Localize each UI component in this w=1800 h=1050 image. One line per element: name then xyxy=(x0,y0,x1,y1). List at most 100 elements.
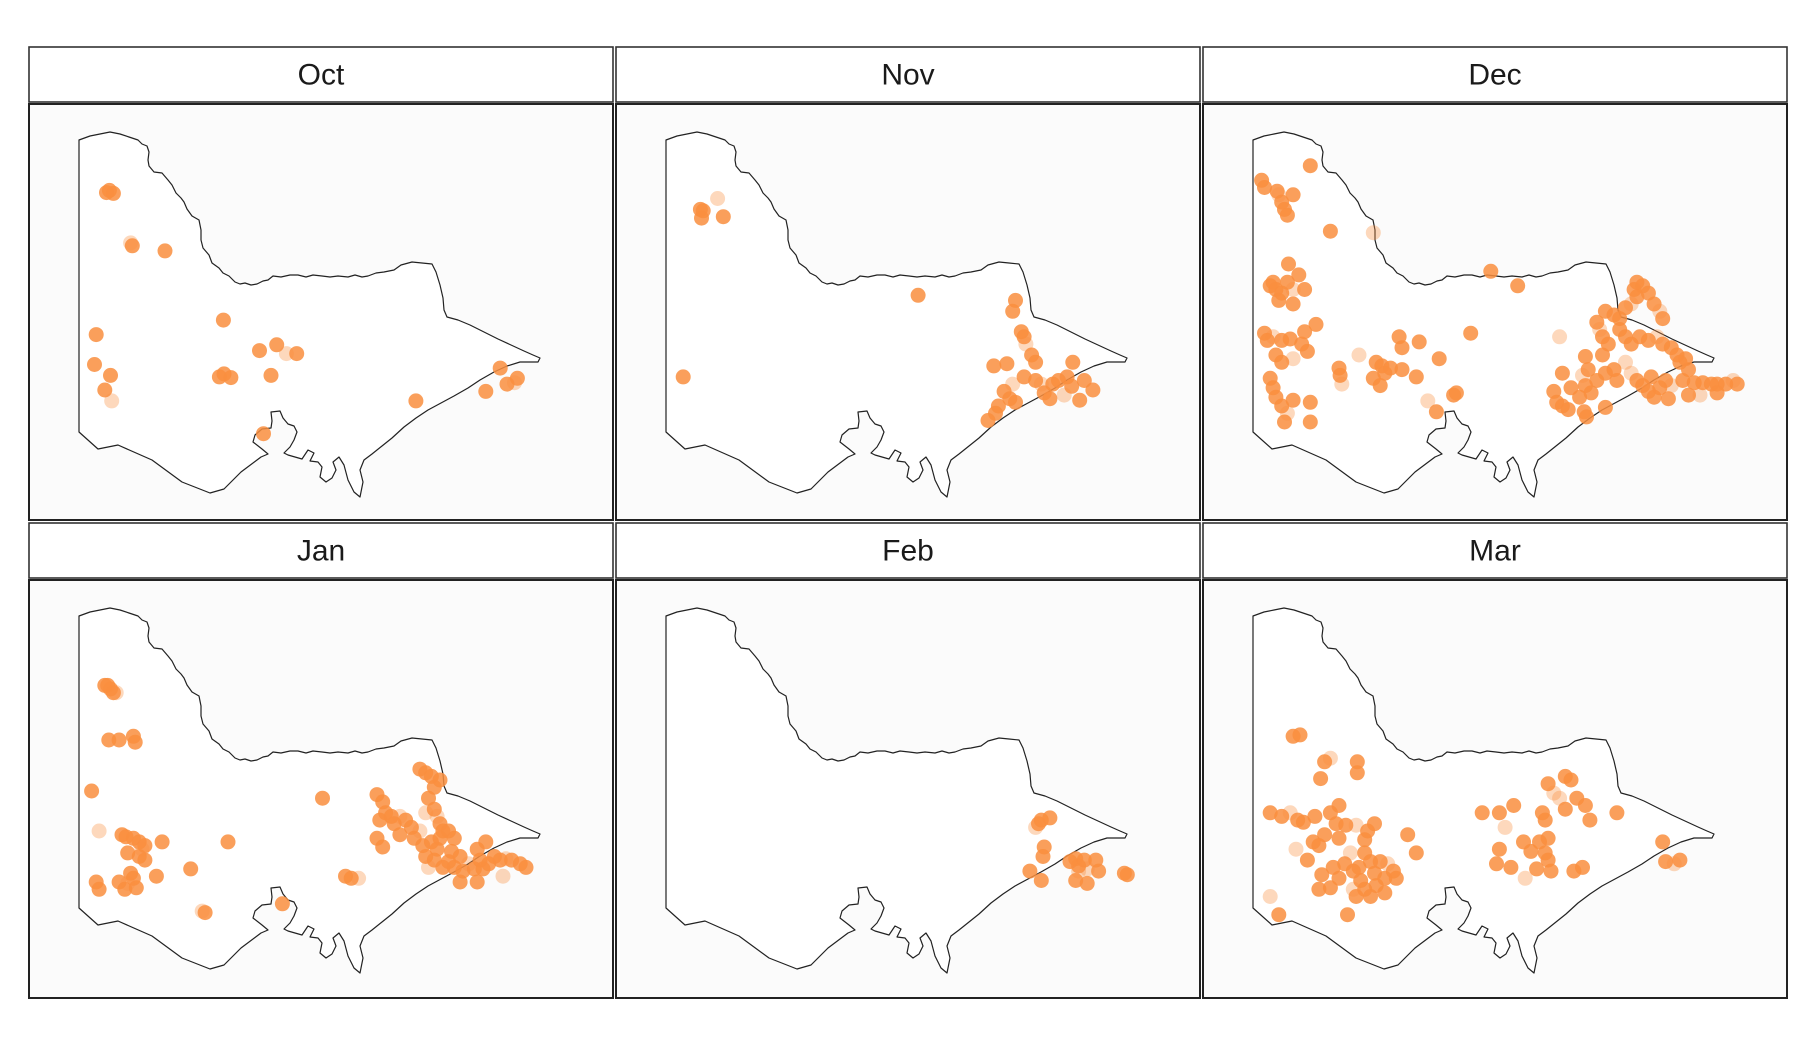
strip-header-dec xyxy=(1202,46,1788,103)
fire-point xyxy=(1349,754,1365,770)
fire-point xyxy=(1271,292,1287,308)
panel-mar: Mar xyxy=(1202,522,1788,999)
fire-point xyxy=(220,834,236,850)
fire-point xyxy=(996,383,1012,399)
fire-point xyxy=(103,367,118,383)
fire-point xyxy=(1337,856,1353,872)
fire-point xyxy=(710,191,726,206)
fire-point xyxy=(1064,378,1080,394)
fire-point xyxy=(104,393,120,409)
fire-point xyxy=(999,356,1015,372)
fire-point xyxy=(1517,870,1533,886)
fire-point xyxy=(1349,765,1365,781)
fire-point xyxy=(1332,367,1348,383)
fire-point xyxy=(1279,207,1295,223)
strip-header-jan xyxy=(28,522,614,579)
fire-point xyxy=(1572,389,1588,405)
fire-point xyxy=(223,370,239,386)
fire-point xyxy=(1510,278,1526,294)
fire-point xyxy=(1277,414,1292,430)
fire-point xyxy=(1262,889,1278,904)
fire-point xyxy=(1022,863,1038,879)
fire-point xyxy=(509,370,525,386)
strip-label-nov: Nov xyxy=(881,59,934,92)
panel-jan: Jan xyxy=(28,522,614,999)
fire-point xyxy=(1307,808,1323,824)
fire-point xyxy=(1597,399,1613,415)
fire-point xyxy=(1079,875,1095,891)
fire-point xyxy=(1281,256,1296,272)
panel-border-oct xyxy=(28,103,614,521)
fire-point xyxy=(1016,329,1032,345)
fire-point xyxy=(1595,347,1610,363)
fire-point xyxy=(1491,841,1507,857)
fire-point xyxy=(1563,772,1579,788)
panels-layer: Oct Nov Dec Jan Feb Mar xyxy=(28,46,1788,999)
fire-point xyxy=(1291,267,1307,283)
fire-point xyxy=(1282,331,1298,347)
fire-point xyxy=(1618,354,1633,370)
fire-point xyxy=(980,413,996,428)
fire-point xyxy=(1532,834,1547,850)
fire-point xyxy=(1257,180,1272,195)
fire-point xyxy=(675,369,691,385)
fire-point xyxy=(1609,805,1625,821)
fire-point xyxy=(97,677,113,693)
fire-point xyxy=(1400,827,1416,843)
fire-point xyxy=(1028,373,1044,388)
fire-point xyxy=(289,346,305,362)
fire-point xyxy=(1322,223,1338,239)
fire-point xyxy=(715,209,731,225)
fire-point xyxy=(278,346,294,362)
fire-point xyxy=(252,343,267,359)
fire-point xyxy=(1285,351,1301,367)
fire-point xyxy=(1420,393,1436,409)
fire-point xyxy=(343,870,359,886)
fire-point xyxy=(1489,856,1504,872)
fire-point xyxy=(1428,404,1444,420)
fire-point xyxy=(1709,385,1725,401)
fire-point xyxy=(1028,819,1044,835)
fire-point xyxy=(1646,296,1662,312)
fire-point xyxy=(157,243,173,259)
fire-point xyxy=(97,382,113,398)
fire-point xyxy=(1065,354,1081,370)
fire-point xyxy=(1313,771,1329,787)
fire-point xyxy=(1474,805,1490,821)
fire-point xyxy=(117,881,133,897)
fire-point xyxy=(1566,863,1582,879)
map-jan xyxy=(78,607,541,974)
panel-border-feb xyxy=(615,579,1201,999)
fire-point xyxy=(1285,282,1301,297)
fire-point xyxy=(263,367,279,383)
fire-point xyxy=(495,868,511,884)
fire-point xyxy=(137,852,153,868)
map-nov xyxy=(665,131,1128,498)
fire-point xyxy=(1463,325,1479,341)
fire-point xyxy=(1297,324,1313,340)
fire-point xyxy=(1589,373,1605,388)
fire-point xyxy=(372,812,388,828)
fire-point xyxy=(1660,391,1676,407)
strip-header-oct xyxy=(28,46,614,103)
fire-point xyxy=(1285,187,1301,203)
map-oct xyxy=(78,131,541,498)
strip-label-oct: Oct xyxy=(298,59,345,92)
fire-point xyxy=(1035,849,1051,864)
fire-point xyxy=(1119,867,1135,883)
fire-point xyxy=(1322,750,1338,766)
fire-point xyxy=(1669,347,1685,363)
panel-oct: Oct xyxy=(28,46,614,521)
fire-point xyxy=(1506,798,1522,813)
fire-point xyxy=(1299,852,1315,868)
fire-point xyxy=(1288,841,1304,857)
fire-point xyxy=(183,861,199,877)
fire-point xyxy=(1372,378,1388,394)
fire-point xyxy=(108,685,124,701)
strip-label-mar: Mar xyxy=(1469,535,1521,568)
fire-point xyxy=(197,905,213,921)
fire-point xyxy=(1274,398,1290,414)
fire-point xyxy=(1609,373,1625,388)
fire-point xyxy=(1334,376,1350,392)
panel-dec: Dec xyxy=(1202,46,1788,521)
